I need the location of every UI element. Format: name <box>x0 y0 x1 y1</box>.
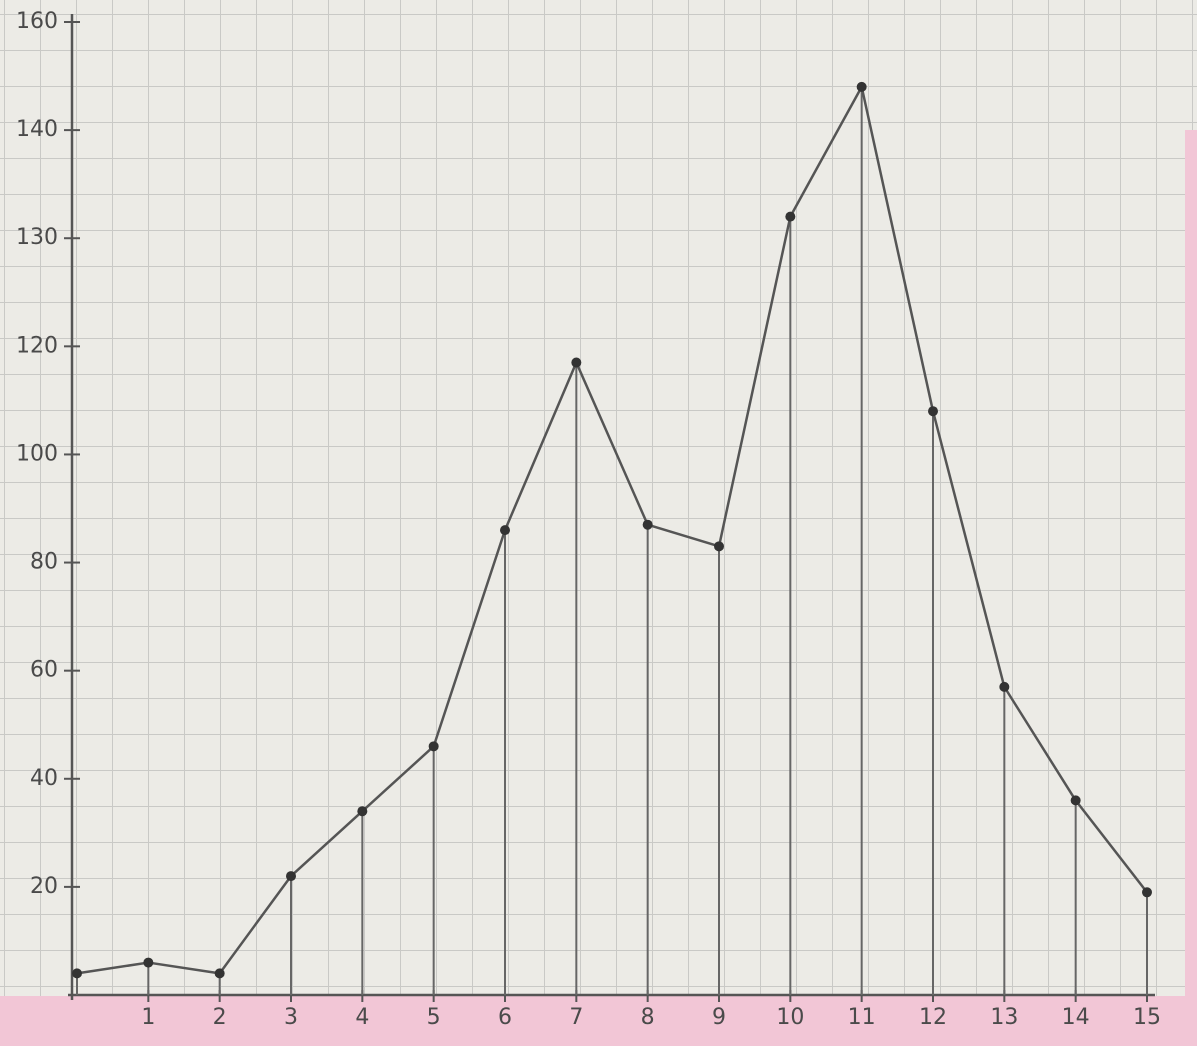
data-point <box>357 806 368 817</box>
data-point <box>428 741 439 752</box>
x-tick-label: 11 <box>848 1005 876 1030</box>
data-point <box>286 871 296 882</box>
data-point <box>999 681 1010 692</box>
x-tick-label: 1 <box>141 1005 155 1030</box>
x-tick-label: 4 <box>355 1005 369 1030</box>
pink-edge <box>1185 130 1197 1000</box>
x-tick-label: 15 <box>1133 1005 1161 1030</box>
y-tick-label: 130 <box>16 225 58 250</box>
data-line <box>76 85 1148 975</box>
y-tick-label: 40 <box>30 766 58 791</box>
data-point <box>714 541 724 552</box>
data-point <box>500 525 510 536</box>
x-tick-label: 6 <box>498 1005 512 1030</box>
data-point <box>143 957 154 968</box>
data-point <box>571 357 582 368</box>
x-tick-label: 10 <box>776 1005 804 1030</box>
x-tick-label: 2 <box>213 1005 227 1030</box>
x-tick-label: 9 <box>712 1005 726 1030</box>
y-tick-label: 60 <box>30 658 58 683</box>
y-tick-label: 100 <box>16 441 58 466</box>
x-tick-label: 13 <box>990 1005 1018 1030</box>
data-point <box>856 81 867 92</box>
data-point <box>928 406 938 417</box>
data-point <box>1070 795 1081 806</box>
x-tick-label: 12 <box>919 1005 947 1030</box>
x-tick-label: 8 <box>641 1005 655 1030</box>
y-tick-label: 160 <box>16 9 58 34</box>
x-tick-label: 5 <box>427 1005 441 1030</box>
y-tick-label: 140 <box>16 117 58 142</box>
y-tick-label: 80 <box>30 550 58 575</box>
x-tick-label: 7 <box>569 1005 583 1030</box>
data-point <box>214 968 225 979</box>
data-point <box>642 519 653 530</box>
x-tick-label: 14 <box>1062 1005 1090 1030</box>
x-tick-label: 3 <box>284 1005 298 1030</box>
y-tick-label: 120 <box>16 333 58 358</box>
y-tick-label: 20 <box>30 874 58 899</box>
data-point <box>72 968 82 979</box>
data-point <box>1142 887 1152 898</box>
pink-strip <box>0 996 1197 1046</box>
data-point <box>785 211 796 222</box>
